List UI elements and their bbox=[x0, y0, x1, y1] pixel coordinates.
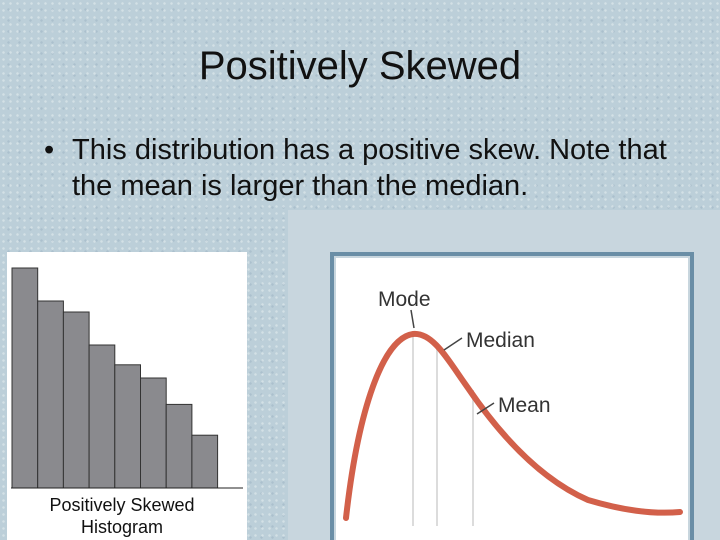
histogram-bar bbox=[140, 377, 167, 489]
histogram-bar bbox=[165, 403, 193, 489]
histogram-bar bbox=[88, 344, 116, 489]
skew-curve-figure: Mode Median Mean bbox=[330, 252, 694, 540]
mean-label: Mean bbox=[498, 394, 551, 417]
mode-pointer bbox=[410, 309, 415, 329]
bullet-text: This distribution has a positive skew. N… bbox=[72, 134, 667, 202]
histogram-bar bbox=[114, 364, 142, 489]
slide-title: Positively Skewed bbox=[198, 44, 522, 88]
histogram-bar bbox=[191, 434, 219, 489]
histogram-caption-line2: Histogram bbox=[80, 517, 164, 537]
histogram-caption-line1: Positively Skewed bbox=[49, 495, 195, 515]
mode-label: Mode bbox=[378, 288, 431, 311]
histogram-bar bbox=[11, 267, 39, 489]
figure-background bbox=[336, 258, 688, 540]
histogram-bar bbox=[37, 300, 64, 489]
bullet-symbol: • bbox=[44, 134, 55, 166]
histogram-caption: Positively Skewed Histogram bbox=[7, 494, 237, 538]
histogram-chart bbox=[11, 267, 243, 489]
median-label: Median bbox=[466, 329, 535, 352]
distribution-curve bbox=[343, 330, 683, 521]
histogram-panel: Positively Skewed Histogram bbox=[7, 252, 247, 540]
skew-curve-panel: Mode Median Mean bbox=[288, 210, 720, 540]
figure-frame-outer bbox=[330, 252, 694, 540]
histogram-bar bbox=[62, 311, 90, 489]
bullet-point: • This distribution has a positive skew.… bbox=[44, 132, 684, 204]
median-pointer bbox=[443, 337, 463, 351]
mean-pointer bbox=[476, 402, 495, 415]
